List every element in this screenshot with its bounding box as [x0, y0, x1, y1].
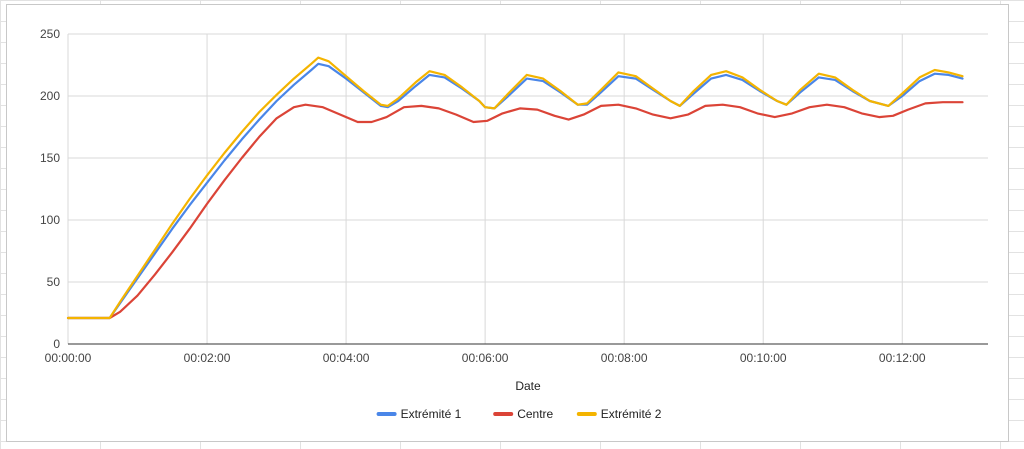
x-axis-tick-labels: 00:00:00 00:02:00 00:04:00 00:06:00 00:08:00… — [45, 351, 926, 365]
x-tick-label-4: 00:08:00 — [601, 351, 648, 365]
horizontal-gridlines — [68, 33, 988, 283]
y-tick-label-0: 0 — [53, 337, 60, 351]
legend: Extrémité 1 Centre Extrémité 2 — [376, 407, 662, 421]
vertical-gridlines — [67, 34, 903, 344]
chart-container[interactable]: 0 50 100 150 200 250 00:00:00 00:02:00 00:04:00… — [6, 4, 1009, 442]
y-tick-label-5: 250 — [40, 27, 60, 41]
legend-label-0: Extrémité 1 — [401, 407, 462, 421]
y-tick-label-4: 200 — [40, 89, 60, 103]
y-tick-label-1: 50 — [47, 275, 61, 289]
legend-label-1: Centre — [517, 407, 553, 421]
x-axis-title: Date — [515, 379, 541, 393]
x-tick-label-1: 00:02:00 — [184, 351, 231, 365]
series-line-0 — [66, 62, 964, 320]
series-line-1 — [66, 101, 964, 320]
legend-label-2: Extrémité 2 — [601, 407, 662, 421]
x-tick-label-0: 00:00:00 — [45, 351, 92, 365]
x-tick-label-2: 00:04:00 — [323, 351, 370, 365]
series-line-2 — [66, 56, 964, 320]
x-tick-label-5: 00:10:00 — [740, 351, 787, 365]
y-axis-tick-labels: 0 50 100 150 200 250 — [40, 27, 60, 351]
series-lines — [66, 56, 964, 320]
line-chart: 0 50 100 150 200 250 00:00:00 00:02:00 00:04:00… — [40, 27, 988, 421]
y-tick-label-3: 150 — [40, 151, 60, 165]
x-tick-label-3: 00:06:00 — [462, 351, 509, 365]
y-tick-label-2: 100 — [40, 213, 60, 227]
x-tick-label-6: 00:12:00 — [879, 351, 926, 365]
